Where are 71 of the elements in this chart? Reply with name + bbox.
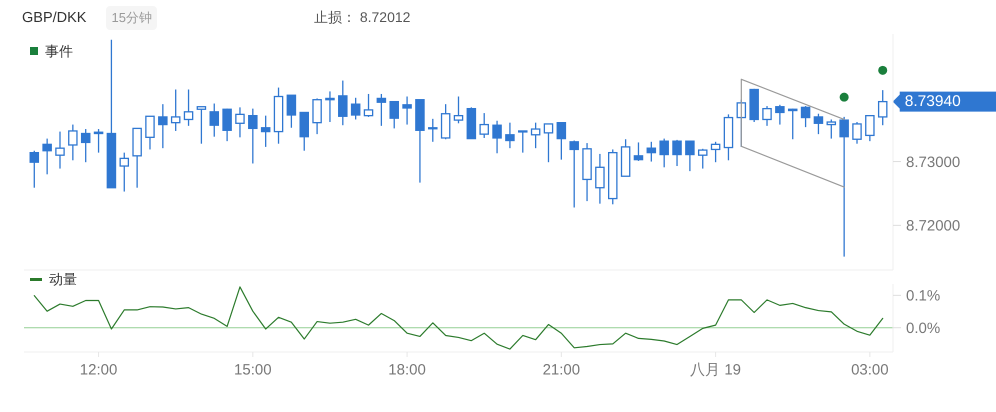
y-tick-label: 8.73000 xyxy=(906,154,960,171)
legend-label: 事件 xyxy=(45,43,73,59)
candlestick xyxy=(364,93,374,118)
candlestick xyxy=(222,108,232,142)
candlestick xyxy=(659,138,669,168)
candlestick xyxy=(145,116,155,150)
candlestick xyxy=(312,98,322,135)
candlestick xyxy=(30,150,40,188)
candlestick xyxy=(94,128,104,154)
text: 止损： 8.72012 xyxy=(314,9,410,27)
candlestick xyxy=(826,118,836,140)
candlestick xyxy=(878,89,888,126)
candlestick xyxy=(184,88,194,126)
candlestick xyxy=(55,130,65,170)
legend-label: 动量 xyxy=(49,271,77,287)
y-tick-label: 0.1% xyxy=(906,288,940,305)
candlestick xyxy=(120,152,130,192)
candlestick xyxy=(685,140,695,172)
candlestick xyxy=(376,93,386,126)
candlestick xyxy=(814,113,824,135)
candlestick xyxy=(556,122,566,160)
y-tick-label: 0.0% xyxy=(906,320,940,338)
candlestick xyxy=(595,153,605,204)
candlestick xyxy=(544,123,554,163)
candlestick xyxy=(569,140,579,208)
candlestick xyxy=(530,122,540,149)
candlestick xyxy=(454,96,464,124)
candlestick xyxy=(775,104,785,126)
candlestick xyxy=(762,105,772,126)
candlestick xyxy=(42,138,52,175)
candlestick xyxy=(338,80,348,126)
candlestick xyxy=(698,148,708,170)
candlestick xyxy=(260,114,270,148)
candlestick xyxy=(389,100,399,130)
candlestick xyxy=(235,106,245,138)
chart-title: GBP/DKK xyxy=(22,10,86,26)
candlestick xyxy=(788,108,798,140)
x-tick-label: 21:00 xyxy=(542,362,580,379)
line-series xyxy=(34,286,884,350)
candlestick xyxy=(80,128,90,163)
candlestick xyxy=(518,130,528,154)
candlestick xyxy=(839,116,849,258)
x-tick-label: 15:00 xyxy=(234,362,272,379)
candlestick xyxy=(672,139,682,167)
candlestick xyxy=(350,97,360,120)
candlestick xyxy=(479,112,489,139)
x-tick-label: 03:00 xyxy=(851,362,889,379)
candlestick xyxy=(402,96,412,126)
candlestick xyxy=(68,124,78,161)
candlestick xyxy=(505,122,515,149)
candlestick xyxy=(634,142,644,162)
candlestick xyxy=(646,141,656,162)
candlestick xyxy=(492,120,502,154)
y-tick-label: 8.72000 xyxy=(906,218,960,235)
candlestick xyxy=(286,94,296,128)
x-tick-label: 八月 19 xyxy=(690,362,742,379)
candlestick xyxy=(710,141,720,163)
candlestick xyxy=(852,121,862,144)
x-tick-label: 12:00 xyxy=(80,362,118,379)
candlestick xyxy=(800,105,810,128)
candlestick xyxy=(196,106,206,144)
annotation: 8.73940 xyxy=(904,93,962,110)
candlestick xyxy=(865,114,875,142)
candlestick xyxy=(248,108,258,164)
candlestick xyxy=(428,118,438,142)
x-tick-label: 18:00 xyxy=(388,362,426,379)
candlestick xyxy=(209,102,220,138)
candlestick xyxy=(325,90,335,123)
chart-subtitle: 15分钟 xyxy=(106,6,157,30)
candlestick xyxy=(158,104,168,149)
candlestick xyxy=(170,88,180,132)
